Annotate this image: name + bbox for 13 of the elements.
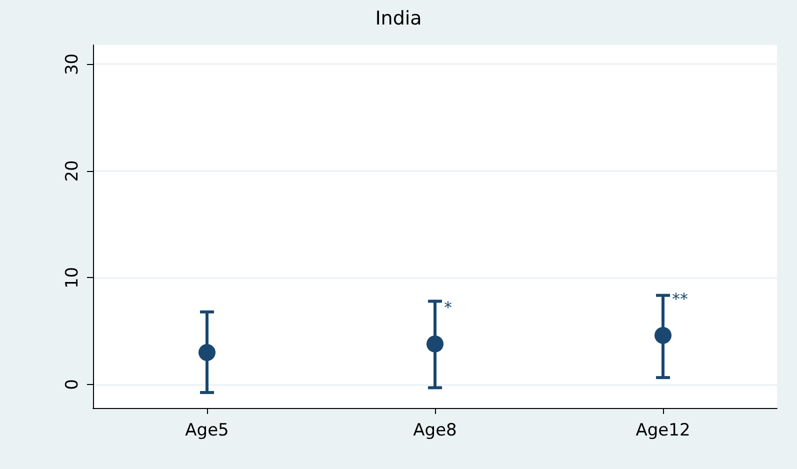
x-tick-label: Age5 [185, 420, 229, 440]
x-tick-label: Age12 [636, 420, 690, 440]
y-tick-label: 20 [62, 160, 82, 182]
point [426, 335, 444, 352]
y-tick-label: 30 [62, 53, 82, 76]
point [198, 344, 216, 361]
point [654, 326, 672, 344]
annotation: * [444, 298, 452, 318]
y-tick-label: 10 [62, 266, 82, 289]
annotation: ** [672, 290, 688, 309]
y-tick-label: 0 [62, 379, 82, 390]
x-tick-label: Age8 [413, 420, 457, 440]
chart-title: India [375, 8, 422, 30]
